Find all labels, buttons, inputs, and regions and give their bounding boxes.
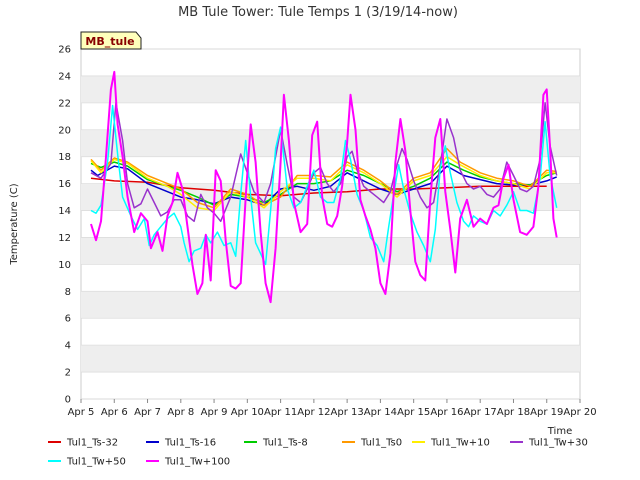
- legend-label: Tul1_Ts-8: [262, 438, 308, 449]
- legend-label: Tul1_Tw+100: [164, 457, 230, 468]
- y-tick-label: 2: [65, 368, 71, 379]
- x-tick-label: Apr 5: [68, 407, 95, 418]
- station-badge-shape: [80, 31, 142, 50]
- y-tick-label: 26: [58, 45, 71, 56]
- y-axis-label: Temperature (C): [9, 183, 20, 265]
- legend-label: Tul1_Ts0: [360, 438, 402, 449]
- x-tick-label: Apr 18: [497, 407, 530, 418]
- x-tick-label: Apr 10: [231, 407, 264, 418]
- y-tick-label: 8: [65, 287, 71, 298]
- x-tick-label: Apr 11: [264, 407, 297, 418]
- y-tick-label: 12: [58, 233, 71, 244]
- y-tick-label: 22: [58, 98, 71, 109]
- x-tick-label: Apr 7: [134, 407, 161, 418]
- y-tick-label: 14: [58, 206, 71, 217]
- x-tick-label: Apr 16: [430, 407, 463, 418]
- series-line-Tul1_Ts0: [90, 147, 557, 209]
- x-tick-label: Apr 15: [397, 407, 430, 418]
- x-axis-label: Time: [547, 426, 572, 437]
- legend-label: Tul1_Tw+50: [66, 457, 126, 468]
- grid-band: [81, 291, 580, 319]
- grid-band: [81, 75, 580, 103]
- series-line-Tul1_Tw+100: [90, 70, 558, 304]
- station-badge-label: MB_tule: [85, 35, 134, 48]
- station-badge: MB_tule: [80, 31, 142, 50]
- x-tick-label: Apr 19: [530, 407, 563, 418]
- series-layer: [90, 70, 558, 304]
- plot-background: [80, 48, 581, 400]
- y-tick-label: 16: [58, 179, 71, 190]
- legend-label: Tul1_Tw+10: [430, 438, 490, 449]
- x-tick-label: Apr 9: [201, 407, 228, 418]
- y-tick-label: 24: [58, 71, 71, 82]
- y-tick-label: 6: [65, 314, 71, 325]
- grid-band: [81, 237, 580, 265]
- x-tick-label: Apr 12: [297, 407, 330, 418]
- x-tick-label: Apr 6: [101, 407, 128, 418]
- series-line-Tul1_Tw+50: [90, 104, 558, 266]
- plot-area: [80, 48, 581, 400]
- grid-band: [81, 345, 580, 373]
- grid-band: [81, 129, 580, 157]
- legend-label: Tul1_Ts-32: [66, 438, 118, 449]
- legend: Tul1_Ts-32 Tul1_Ts-16 Tul1_Ts-8 Tul1_Ts0 Tul…: [48, 438, 588, 468]
- x-tick-label: Apr 20: [563, 407, 596, 418]
- chart-title: MB Tule Tower: Tule Temps 1 (3/19/14-now…: [178, 5, 458, 20]
- x-axis: Apr 5 Apr 6 Apr 7 Apr 8 Apr 9 Apr 10 Apr 11 Apr…: [68, 399, 597, 418]
- y-tick-label: 10: [58, 260, 71, 271]
- x-tick-label: Apr 14: [364, 407, 397, 418]
- y-tick-label: 18: [58, 152, 71, 163]
- legend-label: Tul1_Tw+30: [528, 438, 588, 449]
- series-line-Tul1_Tw+10: [90, 155, 557, 212]
- y-tick-label: 0: [65, 395, 71, 406]
- legend-label: Tul1_Ts-16: [164, 438, 216, 449]
- x-tick-label: Apr 13: [331, 407, 364, 418]
- x-tick-label: Apr 8: [167, 407, 194, 418]
- y-tick-label: 4: [65, 341, 71, 352]
- x-tick-label: Apr 17: [464, 407, 497, 418]
- y-tick-label: 20: [58, 125, 71, 136]
